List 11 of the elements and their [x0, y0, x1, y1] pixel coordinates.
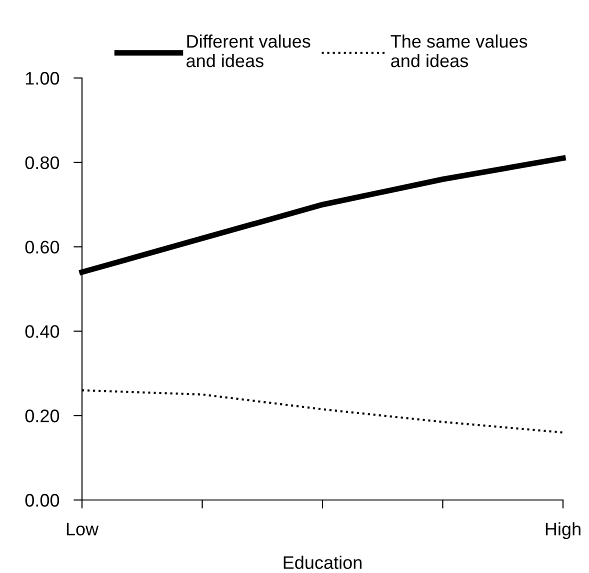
y-tick-label: 0.00 — [25, 494, 60, 507]
y-tick-label: 0.60 — [25, 240, 60, 254]
legend-label: The same values and ideas — [390, 34, 528, 68]
y-tick-label: 1.00 — [26, 72, 60, 85]
x-tick-label: Low — [66, 522, 99, 536]
x-axis-title: Education — [284, 556, 362, 569]
y-tick-label: 0.20 — [25, 410, 60, 422]
legend-label: Different values and ideas — [186, 34, 310, 68]
y-tick-label: 0.40 — [25, 325, 60, 338]
x-tick-label: High — [546, 522, 580, 540]
y-tick-label: 0.80 — [25, 156, 60, 170]
